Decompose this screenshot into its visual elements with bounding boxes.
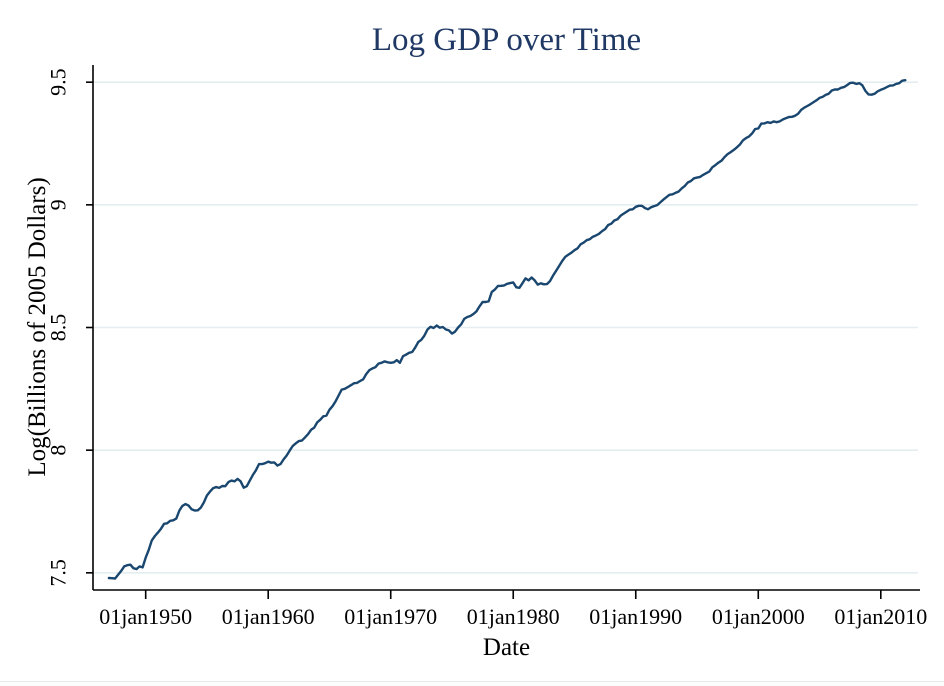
bottom-divider: [0, 681, 944, 686]
y-tick-label: 9.5: [46, 68, 71, 96]
gdp-line: [107, 78, 907, 580]
x-axis-title: Date: [482, 634, 531, 661]
chart-title: Log GDP over Time: [371, 22, 642, 58]
x-tick-label: 01jan1970: [344, 604, 437, 629]
x-tick-label: 01jan1980: [467, 604, 560, 629]
y-tick-label: 9: [46, 199, 71, 210]
y-tick-label: 8: [46, 445, 71, 456]
x-tick-label: 01jan1990: [589, 604, 682, 629]
x-tick-label: 01jan2010: [834, 604, 927, 629]
x-tick-label: 01jan2000: [712, 604, 805, 629]
x-tick-label: 01jan1960: [222, 604, 315, 629]
y-tick-label: 8.5: [46, 314, 71, 342]
x-tick-label: 01jan1950: [99, 604, 192, 629]
y-tick-label: 7.5: [46, 559, 71, 587]
